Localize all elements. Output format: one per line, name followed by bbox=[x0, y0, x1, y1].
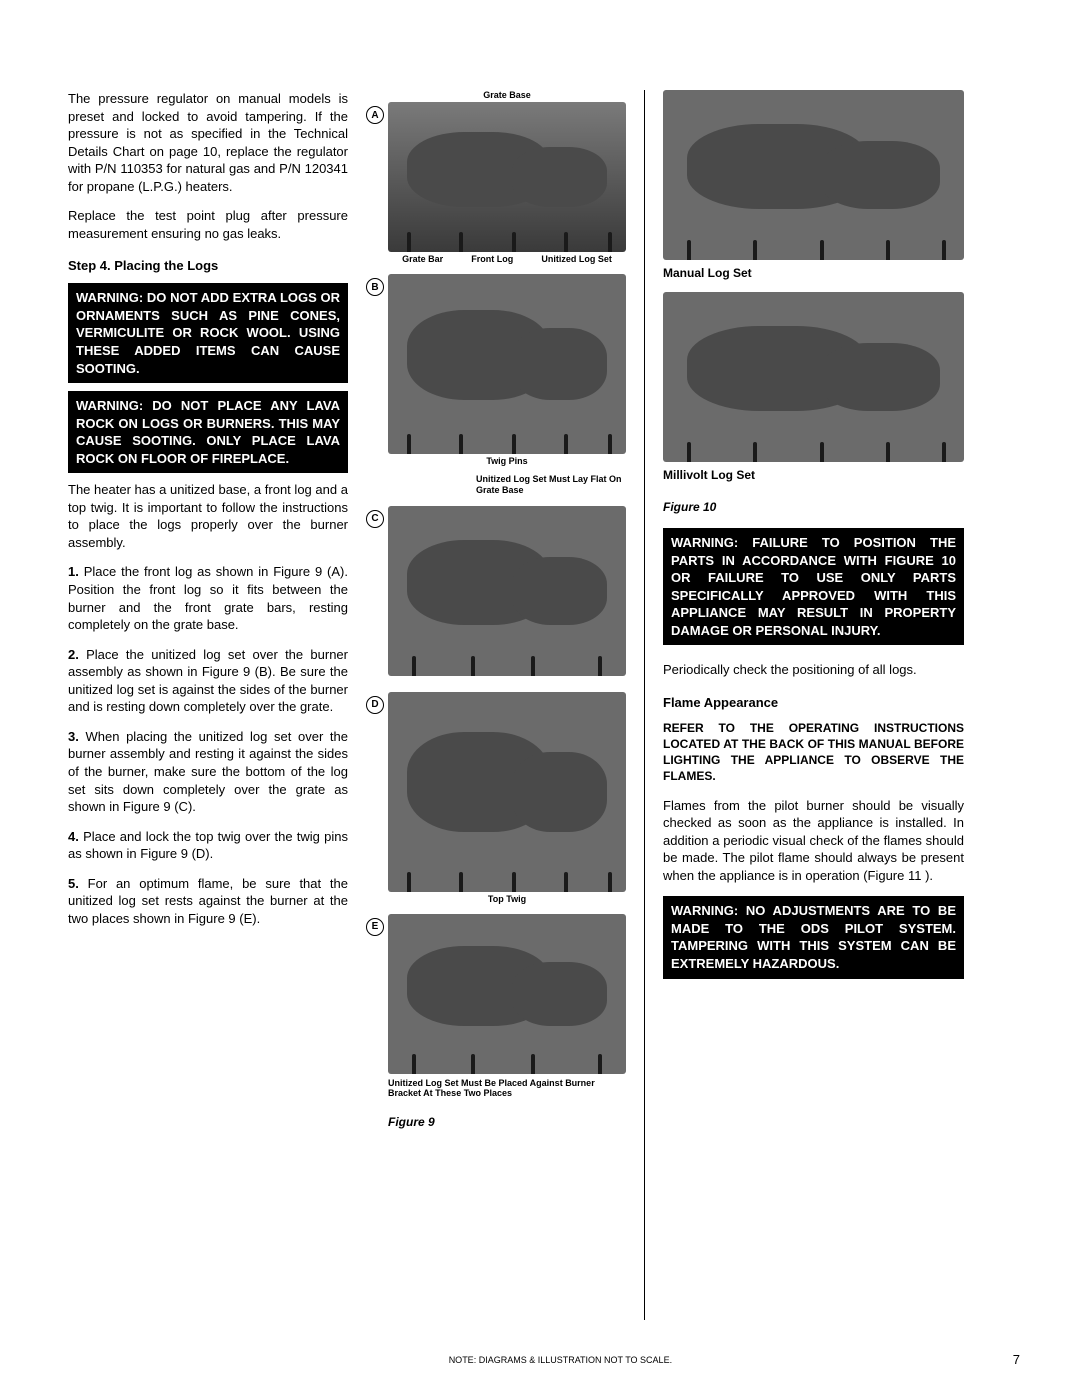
label-front-log: Front Log bbox=[471, 254, 513, 264]
step-2-num: 2. bbox=[68, 647, 79, 662]
badge-c: C bbox=[366, 510, 384, 528]
label-millivolt-log-set: Millivolt Log Set bbox=[663, 468, 964, 482]
flame-appearance-heading: Flame Appearance bbox=[663, 695, 964, 710]
columns: The pressure regulator on manual models … bbox=[68, 90, 1020, 1320]
para-test-plug: Replace the test point plug after pressu… bbox=[68, 207, 348, 242]
caption-grate-base: Grate Base bbox=[388, 90, 626, 100]
refer-instructions: REFER TO THE OPERATING INSTRUCTIONS LOCA… bbox=[663, 720, 964, 785]
warning-position-parts: WARNING: FAILURE TO POSITION THE PARTS I… bbox=[663, 528, 964, 645]
step-2-text: Place the unitized log set over the burn… bbox=[68, 647, 348, 715]
para-periodic-check: Periodically check the positioning of al… bbox=[663, 661, 964, 679]
figure-9b-wrap: B bbox=[388, 274, 626, 454]
warning-ods-pilot: WARNING: NO ADJUSTMENTS ARE TO BE MADE T… bbox=[663, 896, 964, 978]
col-2: Grate Base A Grate Bar Front Log Unitize… bbox=[366, 90, 626, 1320]
footer: NOTE: DIAGRAMS & ILLUSTRATION NOT TO SCA… bbox=[0, 1352, 1080, 1367]
figure-10-manual-image bbox=[663, 90, 964, 260]
step-3: 3. When placing the unitized log set ove… bbox=[68, 728, 348, 816]
figure-9a-labels: Grate Bar Front Log Unitized Log Set bbox=[388, 254, 626, 264]
page: The pressure regulator on manual models … bbox=[0, 0, 1080, 1397]
step-3-num: 3. bbox=[68, 729, 79, 744]
step4-heading: Step 4. Placing the Logs bbox=[68, 258, 348, 273]
label-grate-bar: Grate Bar bbox=[402, 254, 443, 264]
badge-b: B bbox=[366, 278, 384, 296]
step-1: 1. Place the front log as shown in Figur… bbox=[68, 563, 348, 633]
figure-9e-image bbox=[388, 914, 626, 1074]
caption-twig-pins: Twig Pins bbox=[388, 456, 626, 466]
para-regulator: The pressure regulator on manual models … bbox=[68, 90, 348, 195]
badge-d: D bbox=[366, 696, 384, 714]
step-5-text: For an optimum flame, be sure that the u… bbox=[68, 876, 348, 926]
step-5-num: 5. bbox=[68, 876, 79, 891]
figure-9d-image bbox=[388, 692, 626, 892]
step-2: 2. Place the unitized log set over the b… bbox=[68, 646, 348, 716]
figure-9c-image bbox=[388, 506, 626, 676]
step-4: 4. Place and lock the top twig over the … bbox=[68, 828, 348, 863]
caption-top-twig: Top Twig bbox=[388, 894, 626, 904]
para-pilot-flame: Flames from the pilot burner should be v… bbox=[663, 797, 964, 885]
step-5: 5. For an optimum flame, be sure that th… bbox=[68, 875, 348, 928]
caption-burner-bracket: Unitized Log Set Must Be Placed Against … bbox=[388, 1078, 626, 1100]
step-1-text: Place the front log as shown in Figure 9… bbox=[68, 564, 348, 632]
figure-9b-image bbox=[388, 274, 626, 454]
label-manual-log-set: Manual Log Set bbox=[663, 266, 964, 280]
figure-9a-wrap: A bbox=[388, 102, 626, 252]
footer-note: NOTE: DIAGRAMS & ILLUSTRATION NOT TO SCA… bbox=[108, 1355, 1013, 1365]
step-4-num: 4. bbox=[68, 829, 79, 844]
caption-lay-flat: Unitized Log Set Must Lay Flat On Grate … bbox=[476, 474, 626, 496]
col-1: The pressure regulator on manual models … bbox=[68, 90, 348, 1320]
figure-10-millivolt-image bbox=[663, 292, 964, 462]
figure-9-caption: Figure 9 bbox=[388, 1115, 626, 1129]
figure-10-caption: Figure 10 bbox=[663, 500, 964, 514]
figure-9e-wrap: E bbox=[388, 914, 626, 1074]
badge-a: A bbox=[366, 106, 384, 124]
label-unitized-log-set: Unitized Log Set bbox=[541, 254, 612, 264]
step-3-text: When placing the unitized log set over t… bbox=[68, 729, 348, 814]
step-4-text: Place and lock the top twig over the twi… bbox=[68, 829, 348, 862]
figure-9a-image bbox=[388, 102, 626, 252]
figure-9c-wrap: C bbox=[388, 506, 626, 676]
col-3: Manual Log Set Millivolt Log Set Figure … bbox=[644, 90, 964, 1320]
warning-lava-rock: WARNING: DO NOT PLACE ANY LAVA ROCK ON L… bbox=[68, 391, 348, 473]
warning-extra-logs: WARNING: DO NOT ADD EXTRA LOGS OR ORNAME… bbox=[68, 283, 348, 383]
step-1-num: 1. bbox=[68, 564, 79, 579]
figure-9d-wrap: D bbox=[388, 692, 626, 892]
para-unitized: The heater has a unitized base, a front … bbox=[68, 481, 348, 551]
page-number: 7 bbox=[1013, 1352, 1020, 1367]
badge-e: E bbox=[366, 918, 384, 936]
